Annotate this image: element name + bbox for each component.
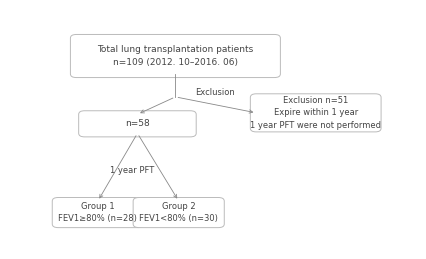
FancyBboxPatch shape <box>79 111 196 137</box>
Text: Exclusion: Exclusion <box>195 88 235 97</box>
FancyBboxPatch shape <box>250 94 381 132</box>
Text: Group 1
FEV1≥80% (n=28): Group 1 FEV1≥80% (n=28) <box>58 202 137 223</box>
FancyBboxPatch shape <box>133 198 224 228</box>
Text: 1 year PFT: 1 year PFT <box>110 166 155 175</box>
FancyBboxPatch shape <box>52 198 144 228</box>
Text: Exclusion n=51
Expire within 1 year
1 year PFT were not performed: Exclusion n=51 Expire within 1 year 1 ye… <box>250 96 381 130</box>
Text: n=58: n=58 <box>125 119 150 128</box>
Text: Group 2
FEV1<80% (n=30): Group 2 FEV1<80% (n=30) <box>139 202 218 223</box>
Text: Total lung transplantation patients
n=109 (2012. 10–2016. 06): Total lung transplantation patients n=10… <box>97 45 253 67</box>
FancyBboxPatch shape <box>70 34 280 77</box>
